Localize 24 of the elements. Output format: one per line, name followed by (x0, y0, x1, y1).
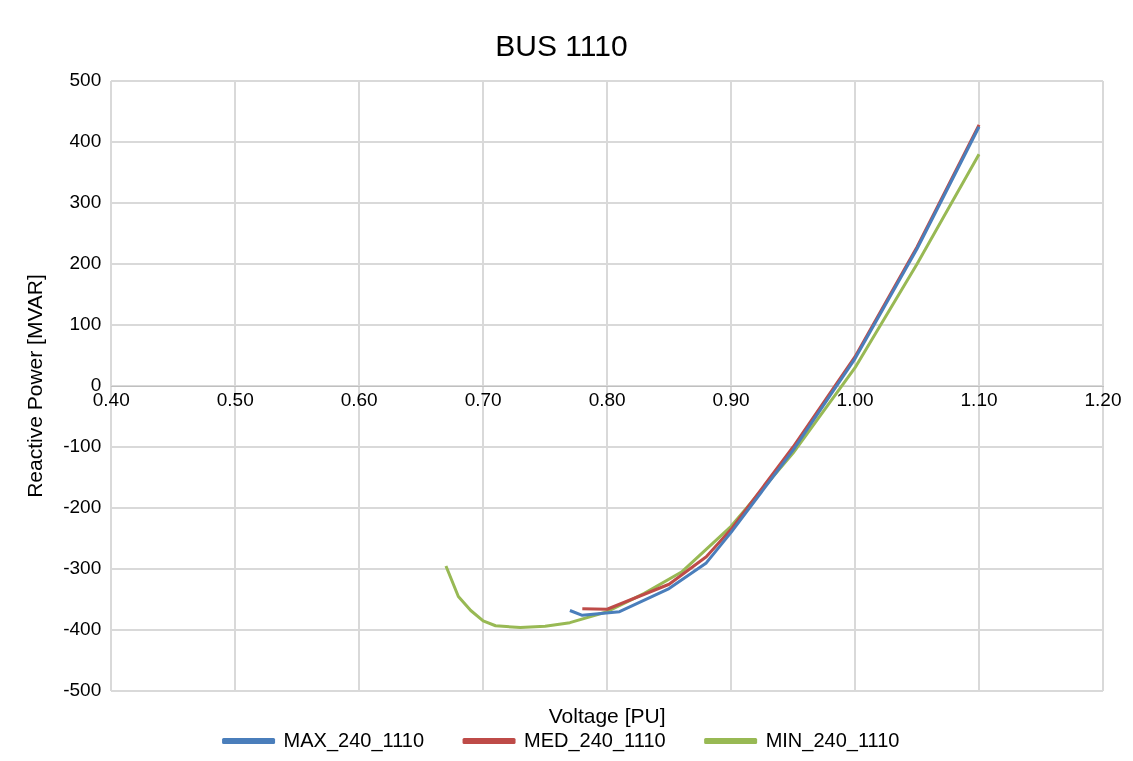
y-tick-label: -400 (63, 618, 102, 640)
legend-label: MED_240_1110 (524, 728, 666, 752)
x-axis-title: Voltage [PU] (548, 704, 666, 728)
y-tick-label: -500 (63, 679, 102, 701)
x-tick-label: 0.50 (216, 388, 254, 410)
y-axis-title: Reactive Power [MVAR] (23, 274, 47, 498)
y-tick-label: 400 (69, 130, 102, 152)
x-tick-label: 0.60 (340, 388, 378, 410)
y-tick-label: -300 (63, 557, 102, 579)
legend-label: MIN_240_1110 (765, 728, 900, 752)
y-tick-label: -200 (63, 496, 102, 518)
x-tick-label: 0.80 (588, 388, 626, 410)
y-tick-label: 300 (69, 191, 102, 213)
x-tick-label: 1.10 (960, 388, 998, 410)
y-tick-label: 500 (69, 69, 102, 91)
x-tick-label: 1.00 (836, 388, 874, 410)
x-tick-label: 1.20 (1084, 388, 1122, 410)
chart-title: BUS 1110 (495, 29, 628, 63)
y-tick-label: -100 (63, 435, 102, 457)
y-tick-label: 100 (69, 313, 102, 335)
y-tick-label: 200 (69, 252, 102, 274)
legend-label: MAX_240_1110 (283, 728, 425, 752)
x-tick-label: 0.90 (712, 388, 750, 410)
x-tick-label: 0.70 (464, 388, 502, 410)
